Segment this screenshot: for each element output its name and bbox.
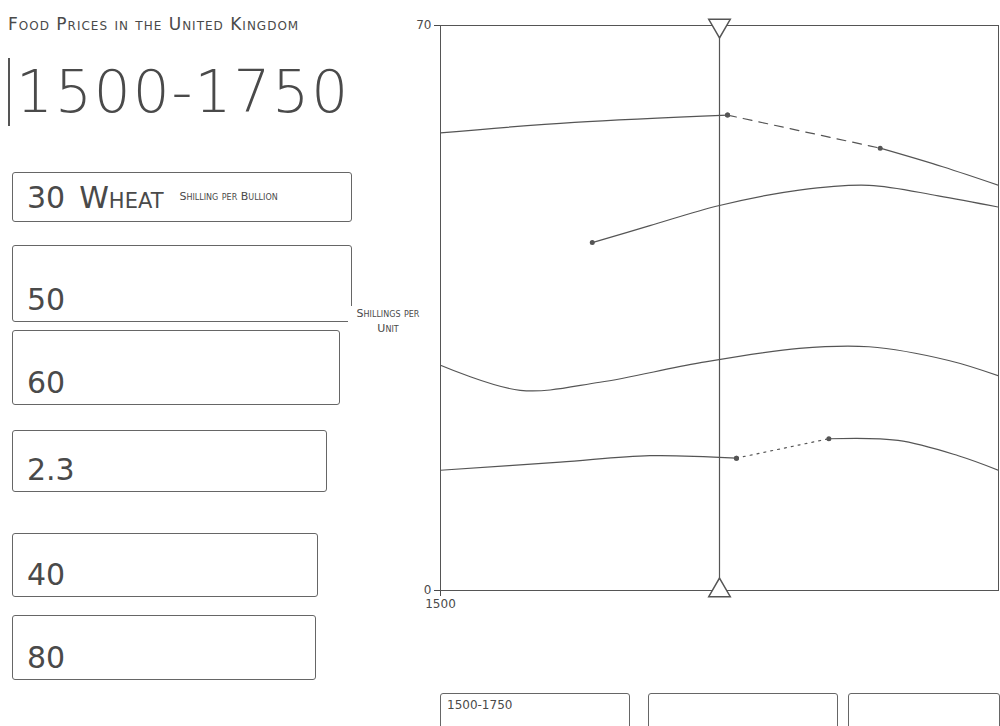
svg-text:1500: 1500 [425,597,456,611]
html-text:60: 60 [27,365,66,400]
html-text:80: 80 [27,640,66,675]
html-text:2.3: 2.3 [27,452,75,487]
html-text:40: 40 [27,557,66,592]
html-text:30: 30 [27,179,66,215]
html-text:Wheat: Wheat [79,179,164,215]
svg-text:0: 0 [424,583,432,597]
html-text:Shilling per Bullion: Shilling per Bullion [179,190,278,204]
html-text:Shillings per Unit: Shillings per Unit [356,307,420,336]
html-text:Food Prices in the United King: Food Prices in the United Kingdom [8,14,300,34]
html-text:1500-1750: 1500-1750 [447,698,513,712]
svg-text:70: 70 [416,18,431,32]
html-text:50: 50 [27,282,66,317]
html-text:1500-1750: 1500-1750 [16,58,351,126]
